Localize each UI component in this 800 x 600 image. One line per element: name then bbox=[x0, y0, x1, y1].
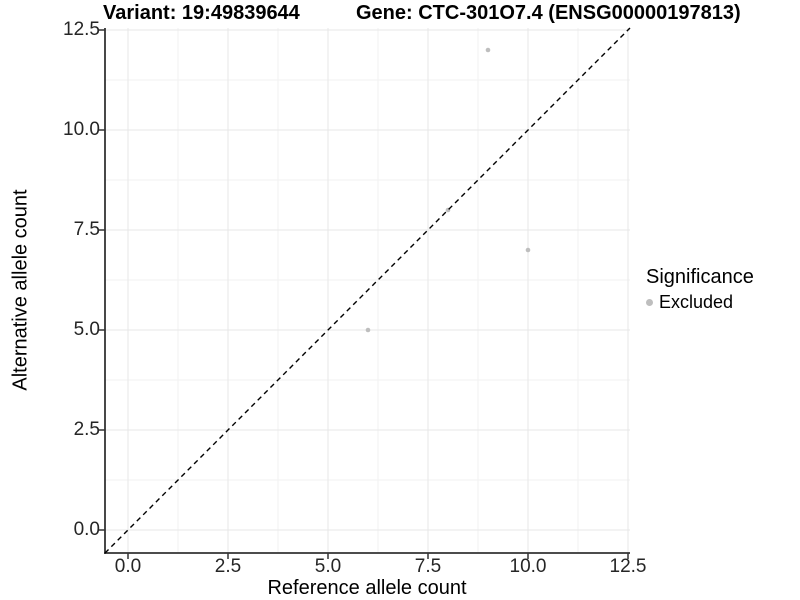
y-tick-label: 0.0 bbox=[73, 519, 100, 540]
legend-entry-excluded: Excluded bbox=[646, 292, 754, 313]
x-tick-label: 5.0 bbox=[314, 556, 342, 577]
data-point bbox=[365, 327, 371, 333]
y-tick-label: 2.5 bbox=[73, 419, 100, 440]
x-tick-label: 2.5 bbox=[214, 556, 242, 577]
gene-title: Gene: CTC-301O7.4 (ENSG00000197813) bbox=[356, 2, 741, 24]
legend: Significance Excluded bbox=[646, 266, 754, 313]
y-tick-label: 12.5 bbox=[63, 19, 100, 40]
y-tick-label: 5.0 bbox=[73, 319, 100, 340]
x-axis-title: Reference allele count bbox=[267, 577, 467, 599]
variant-title: Variant: 19:49839644 bbox=[103, 2, 300, 24]
identity-line bbox=[104, 27, 631, 554]
x-tick-label: 10.0 bbox=[509, 556, 547, 577]
legend-entry-label: Excluded bbox=[659, 292, 734, 312]
y-tick-label: 7.5 bbox=[73, 219, 100, 240]
data-point bbox=[525, 247, 531, 253]
y-tick-label: 10.0 bbox=[63, 119, 100, 140]
x-tick-label: 12.5 bbox=[609, 556, 647, 577]
data-point bbox=[485, 47, 491, 53]
legend-title: Significance bbox=[646, 266, 754, 288]
x-tick-label: 0.0 bbox=[114, 556, 142, 577]
excluded-point-icon bbox=[646, 299, 653, 306]
x-tick-label: 7.5 bbox=[414, 556, 442, 577]
